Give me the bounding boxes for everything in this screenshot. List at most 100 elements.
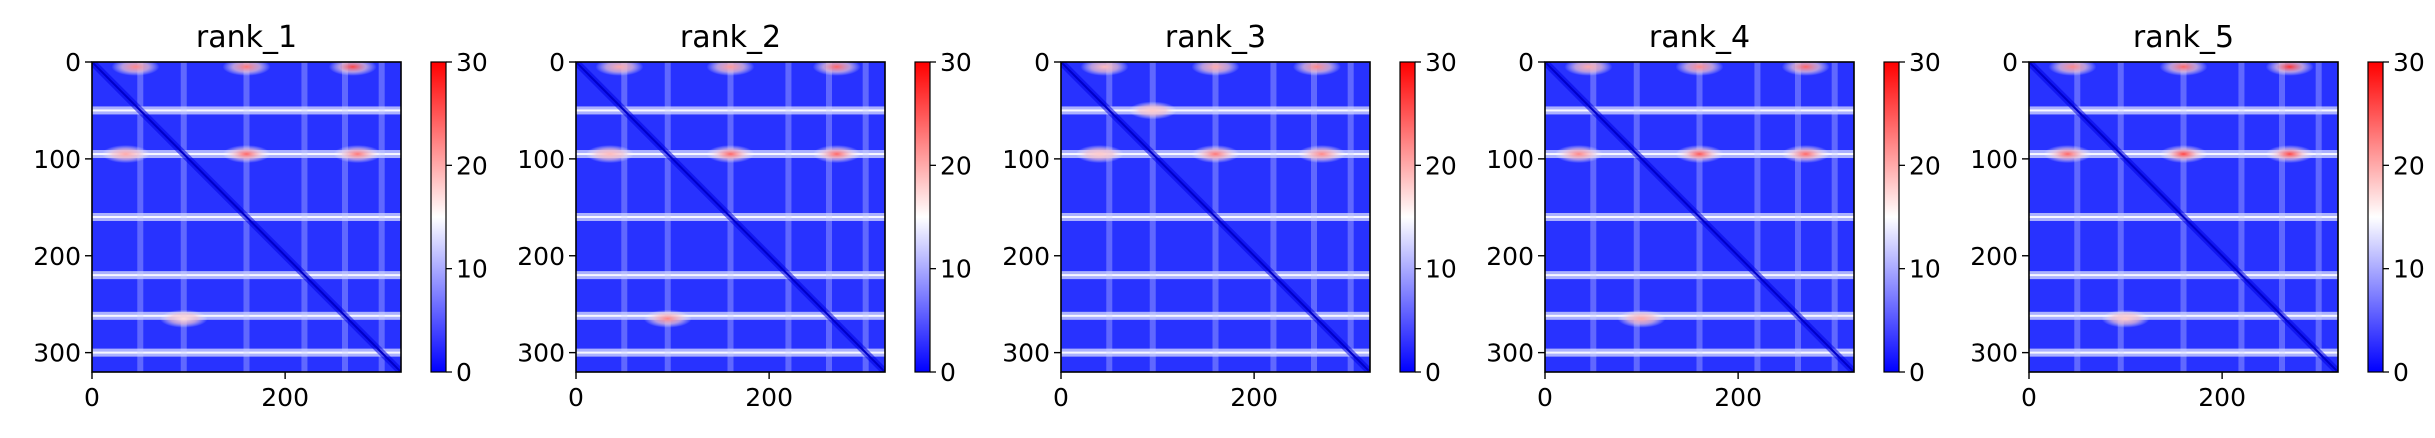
colorbar <box>914 61 931 373</box>
heatmap-band <box>2238 62 2245 372</box>
heatmap-band <box>1347 62 1354 372</box>
heatmap-band <box>2278 62 2285 372</box>
heatmap-band <box>2029 351 2338 354</box>
heatmap-hotspot <box>706 145 755 164</box>
colorbar-tick-label: 10 <box>2393 255 2425 284</box>
x-tick-label: 0 <box>568 383 584 412</box>
x-tick-label: 0 <box>1537 383 1553 412</box>
heatmap-hotspot <box>1675 62 1724 76</box>
x-tick-label: 200 <box>745 383 793 412</box>
heatmap-band <box>92 274 401 277</box>
heatmap-band <box>785 62 792 372</box>
colorbar-tick-label: 0 <box>2393 358 2409 387</box>
axes-frame <box>575 61 886 373</box>
heatmap-body <box>92 62 401 372</box>
heatmap-diagonal <box>2029 62 2338 372</box>
heatmap-band <box>1545 274 1854 277</box>
heatmap-band <box>2029 109 2338 112</box>
colorbar-tick-label: 10 <box>456 255 488 284</box>
y-tick-label: 200 <box>1486 242 1534 271</box>
heatmap-hotspot <box>706 62 755 76</box>
heatmap-hotspot <box>1554 145 1603 164</box>
heatmap-band <box>576 109 885 112</box>
heatmap-band <box>1831 62 1838 372</box>
heatmap-band <box>2074 62 2081 372</box>
colorbar-tick-label: 0 <box>456 358 472 387</box>
x-tick-label: 0 <box>2021 383 2037 412</box>
heatmap-hotspot <box>1564 62 1613 76</box>
heatmap-band <box>1794 62 1801 372</box>
heatmap-band <box>664 62 671 372</box>
heatmap-band <box>378 62 385 372</box>
heatmap-band <box>1590 62 1597 372</box>
x-tick-label: 0 <box>84 383 100 412</box>
heatmap-hotspot <box>2265 62 2314 76</box>
heatmap-band <box>1106 62 1113 372</box>
heatmap-band <box>2315 62 2322 372</box>
y-tick-label: 0 <box>2002 48 2018 77</box>
heatmap-hotspot <box>595 62 644 76</box>
axes-frame <box>1544 61 1855 373</box>
heatmap-hotspot <box>1781 145 1830 164</box>
heatmap-band <box>2029 274 2338 277</box>
y-tick-label: 100 <box>1486 145 1534 174</box>
heatmap-hotspot <box>812 145 861 164</box>
heatmap-band <box>576 314 885 317</box>
heatmap-band <box>825 62 832 372</box>
colorbar-tick-label: 10 <box>1425 255 1457 284</box>
heatmap-band <box>1633 62 1640 372</box>
heatmap-hotspot <box>1080 62 1129 76</box>
heatmap-band <box>576 274 885 277</box>
x-tick-label: 200 <box>2198 383 2246 412</box>
x-tick-label: 200 <box>1230 383 1278 412</box>
heatmap-hotspot <box>1128 101 1177 120</box>
heatmap-hotspot <box>101 145 150 164</box>
colorbar-tick-label: 10 <box>940 255 972 284</box>
heatmap-band <box>2029 314 2338 317</box>
heatmap-hotspot <box>1191 145 1240 164</box>
heatmap-hotspot <box>222 145 271 164</box>
x-tick-label: 0 <box>1053 383 1069 412</box>
panel-title: rank_2 <box>680 20 781 55</box>
y-tick-label: 300 <box>1002 339 1050 368</box>
heatmap-diagonal <box>1545 62 1854 372</box>
colorbar-tick-label: 30 <box>1909 48 1941 77</box>
heatmap-diagonal <box>576 62 885 372</box>
colorbar-tick-label: 0 <box>1425 358 1441 387</box>
colorbar-tick-label: 30 <box>1425 48 1457 77</box>
heatmap-body <box>1545 62 1854 372</box>
heatmap-band <box>341 62 348 372</box>
heatmap-hotspot <box>1297 145 1346 164</box>
heatmap-band <box>137 62 144 372</box>
heatmap-band <box>92 314 401 317</box>
heatmap-hotspot <box>643 309 692 328</box>
heatmap-body <box>1061 62 1370 372</box>
heatmap-hotspot <box>1781 62 1830 76</box>
y-tick-label: 300 <box>1486 339 1534 368</box>
colorbar-tick-label: 20 <box>1425 151 1457 180</box>
heatmap-hotspot <box>1292 62 1341 76</box>
heatmap-body <box>2029 62 2338 372</box>
colorbar-tick-label: 0 <box>1909 358 1925 387</box>
y-tick-label: 100 <box>517 145 565 174</box>
colorbar <box>2367 61 2384 373</box>
heatmap-hotspot <box>2159 145 2208 164</box>
colorbar-tick-label: 0 <box>940 358 956 387</box>
y-tick-label: 0 <box>1034 48 1050 77</box>
heatmap-band <box>180 62 187 372</box>
colorbar <box>430 61 447 373</box>
colorbar <box>1883 61 1900 373</box>
y-tick-label: 100 <box>1002 145 1050 174</box>
heatmap-hotspot <box>2048 62 2097 76</box>
colorbar-tick-label: 20 <box>2393 151 2425 180</box>
heatmap-band <box>1545 109 1854 112</box>
heatmap-band <box>301 62 308 372</box>
heatmap-hotspot <box>111 62 160 76</box>
colorbar-tick-label: 30 <box>2393 48 2425 77</box>
axes-frame <box>91 61 402 373</box>
heatmap-band <box>1149 62 1156 372</box>
